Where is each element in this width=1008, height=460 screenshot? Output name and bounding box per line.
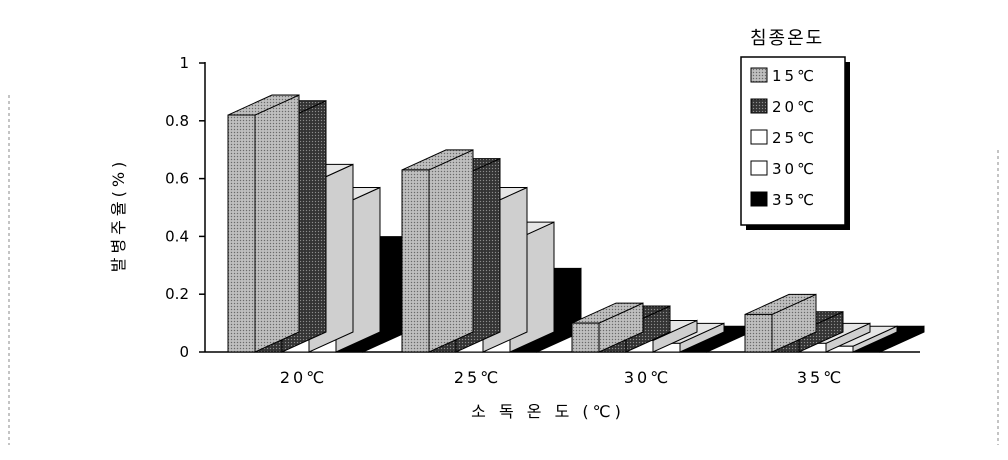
legend-item: 35℃ bbox=[750, 191, 817, 209]
legend-label: 30℃ bbox=[772, 160, 817, 178]
legend-label: 15℃ bbox=[772, 67, 817, 85]
legend-item: 30℃ bbox=[750, 160, 817, 178]
legend: 침종온도 15℃ 20℃ 25℃ 30℃ 35℃ bbox=[740, 28, 850, 230]
y-ticks: 0 0.2 0.4 0.6 0.8 1 bbox=[165, 54, 205, 361]
legend-items: 15℃ 20℃ 25℃ 30℃ 35℃ bbox=[750, 67, 817, 209]
legend-swatch bbox=[750, 67, 768, 83]
bar-side bbox=[428, 149, 474, 353]
bar-group bbox=[227, 94, 925, 353]
bar bbox=[227, 94, 300, 353]
legend-swatch bbox=[750, 160, 768, 176]
y-tick-label: 1 bbox=[179, 54, 189, 72]
bar-front bbox=[744, 313, 773, 353]
legend-swatch bbox=[750, 98, 768, 114]
legend-item: 20℃ bbox=[750, 98, 817, 116]
x-tick-label: 35℃ bbox=[797, 368, 844, 387]
x-tick-label: 25℃ bbox=[454, 368, 501, 387]
legend-item: 15℃ bbox=[750, 67, 817, 85]
legend-label: 20℃ bbox=[772, 98, 817, 116]
y-tick-label: 0.8 bbox=[165, 112, 189, 130]
bar-side bbox=[254, 94, 300, 353]
y-tick-label: 0.4 bbox=[165, 227, 189, 245]
y-tick-label: 0.6 bbox=[165, 170, 189, 188]
y-axis-title: 발병주율(%) bbox=[109, 158, 128, 273]
bar bbox=[744, 293, 817, 353]
bar bbox=[571, 302, 644, 353]
y-tick-label: 0.2 bbox=[165, 285, 189, 303]
bar-front bbox=[401, 169, 430, 353]
category-labels: 20℃ 25℃ 30℃ 35℃ bbox=[280, 368, 844, 387]
y-tick-label: 0 bbox=[179, 343, 189, 361]
legend-item: 25℃ bbox=[750, 129, 817, 147]
bar bbox=[401, 149, 474, 353]
legend-title: 침종온도 bbox=[750, 28, 824, 49]
legend-swatch bbox=[750, 191, 768, 207]
bar-front bbox=[571, 322, 600, 353]
legend-swatch bbox=[750, 129, 768, 145]
legend-label: 25℃ bbox=[772, 129, 817, 147]
x-tick-label: 20℃ bbox=[280, 368, 327, 387]
bar-front bbox=[227, 114, 256, 353]
x-axis-title: 소 독 온 도 (℃) bbox=[471, 402, 625, 421]
x-tick-label: 30℃ bbox=[624, 368, 671, 387]
legend-label: 35℃ bbox=[772, 191, 817, 209]
